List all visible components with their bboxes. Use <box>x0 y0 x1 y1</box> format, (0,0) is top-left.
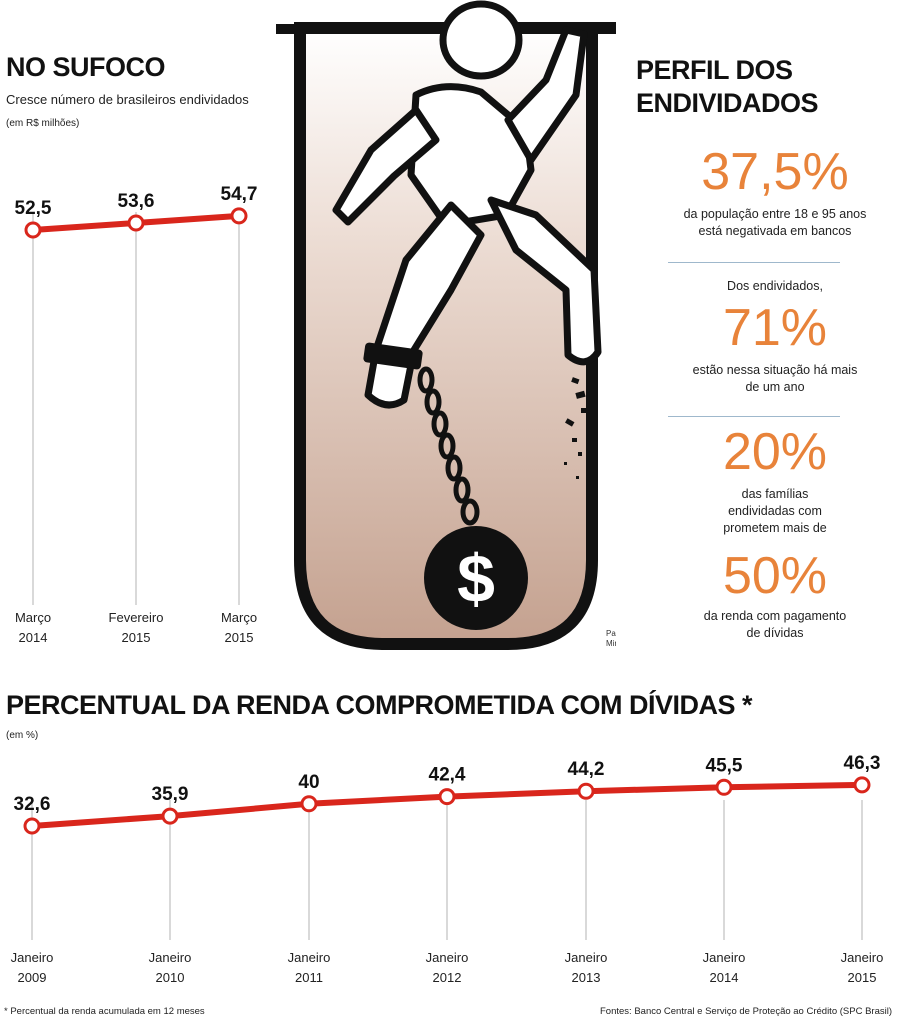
stat-value: 37,5% <box>701 143 849 201</box>
bottom-chart-point <box>853 776 871 794</box>
footnote: * Percentual da renda acumulada em 12 me… <box>4 1006 205 1017</box>
bottom-chart-data-label: 44,2 <box>568 759 605 780</box>
bottom-chart-data-label: 42,4 <box>429 765 466 786</box>
bottom-chart-data-label: 35,9 <box>152 784 189 805</box>
stat-text: Dos endividados, <box>727 279 823 293</box>
dollar-sign: $ <box>457 541 495 617</box>
debt-ball <box>424 526 528 630</box>
left-chart-data-label: 54,7 <box>221 184 258 205</box>
bottom-tick-label: Janeiro 2013 <box>564 950 608 985</box>
bottom-chart-point <box>23 817 41 835</box>
bottom-chart-point <box>161 807 179 825</box>
stat-value: 71% <box>722 299 828 357</box>
profile-title: PERFIL DOS ENDIVIDADOS <box>636 55 819 118</box>
bottom-chart-point <box>715 778 733 796</box>
bottom-tick-label: Janeiro 2011 <box>287 950 331 985</box>
bottom-chart-point <box>300 795 318 813</box>
stat-text: das famílias endividadas com prometem mais… <box>723 487 827 535</box>
chain <box>417 366 480 526</box>
left-chart-point <box>24 221 42 239</box>
bottom-tick-label: Janeiro 2012 <box>425 950 469 985</box>
bottom-chart-data-label: 40 <box>298 772 319 793</box>
bottom-chart-data-label: 32,6 <box>14 794 51 815</box>
left-tick-label: Fevereiro 2015 <box>108 610 164 645</box>
bottom-chart-data-label: 45,5 <box>706 755 743 776</box>
divider <box>668 262 840 263</box>
artist-credit: Paulinho <box>606 629 616 638</box>
bottom-tick-label: Janeiro 2010 <box>148 950 192 985</box>
bottom-chart-point <box>438 788 456 806</box>
bottom-chart-data-label: 46,3 <box>844 753 881 774</box>
stat-value: 20% <box>722 423 828 481</box>
bottom-chart-point <box>577 782 595 800</box>
left-chart-point <box>127 214 145 232</box>
artist-credit: Miranda <box>606 639 616 648</box>
left-chart-data-label: 52,5 <box>15 198 52 219</box>
stat-text: da população entre 18 e 95 anos está nega… <box>683 207 867 238</box>
left-chart-unit: (em R$ milhões) <box>6 118 80 129</box>
left-chart-data-label: 53,6 <box>118 191 155 212</box>
left-chart-point <box>230 207 248 225</box>
left-tick-label: Março 2015 <box>220 610 258 645</box>
bottom-tick-label: Janeiro 2009 <box>10 950 54 985</box>
left-chart-title: NO SUFOCO <box>6 52 166 82</box>
bottom-tick-label: Janeiro 2014 <box>702 950 746 985</box>
bottom-tick-label: Janeiro 2015 <box>840 950 884 985</box>
falling-debris <box>564 377 587 479</box>
sources: Fontes: Banco Central e Serviço de Prote… <box>600 1006 892 1017</box>
left-line-chart: 52,5 53,6 54,7 <box>15 184 258 605</box>
stat-text: estão nessa situação há mais de um ano <box>692 363 858 394</box>
left-chart-subtitle: Cresce número de brasileiros endividados <box>6 92 249 107</box>
bottom-chart-unit: (em %) <box>6 730 39 741</box>
debt-pit-illustration: $ Paulinho Miranda <box>276 0 616 650</box>
bottom-line-chart: 32,6 35,9 40 42,4 44,2 45,5 46,3 <box>14 753 881 940</box>
stat-text: da renda com pagamento de dívidas <box>703 609 847 640</box>
stat-value: 50% <box>722 547 828 605</box>
divider <box>668 416 840 417</box>
left-tick-label: Março 2014 <box>14 610 52 645</box>
shackle <box>363 342 423 370</box>
bottom-chart-title: PERCENTUAL DA RENDA COMPROMETIDA COM DÍV… <box>6 690 753 720</box>
